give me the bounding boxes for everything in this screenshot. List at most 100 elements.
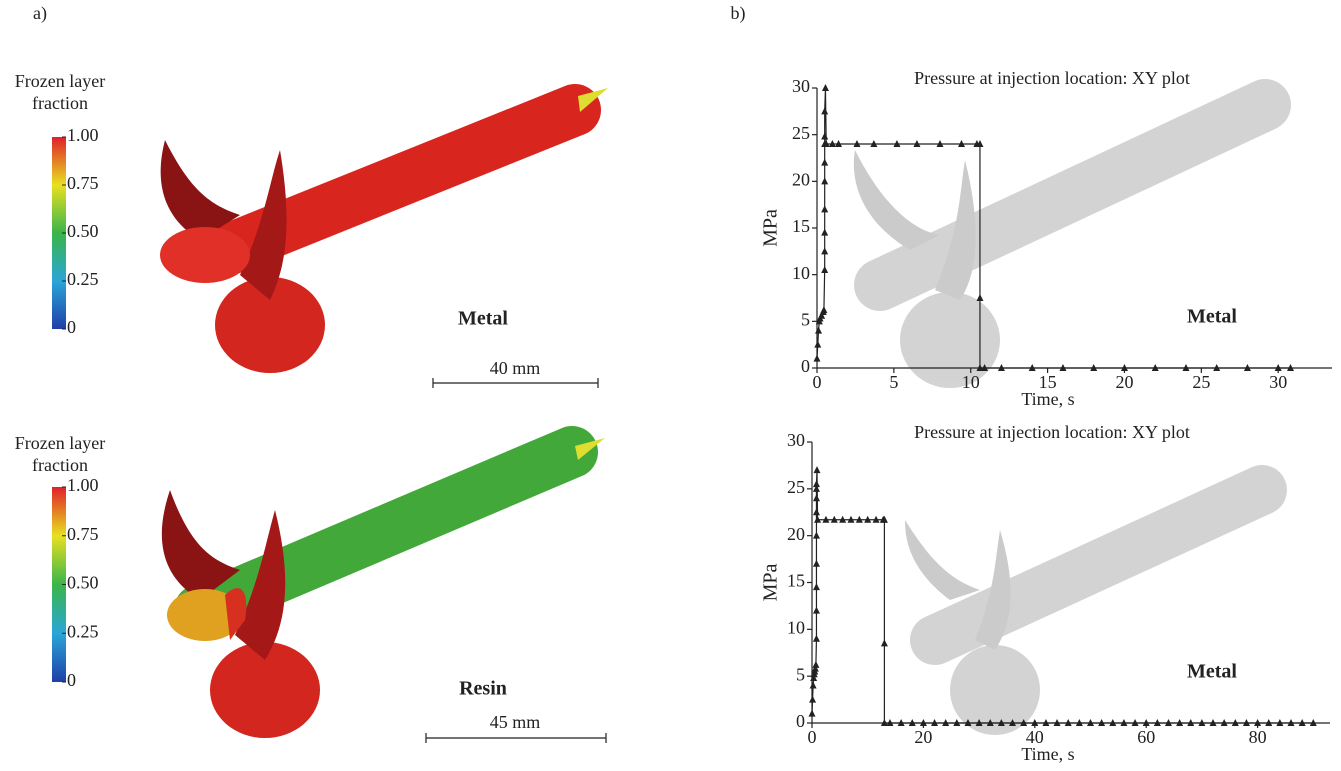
marker xyxy=(997,364,1005,371)
marker xyxy=(1059,364,1067,371)
colorbar-tick-label: 0.25 xyxy=(67,621,99,641)
colorbar-tick-label: 0.50 xyxy=(67,573,99,593)
colorbar-tick-label: 0.25 xyxy=(67,269,99,289)
marker xyxy=(821,107,829,115)
marker xyxy=(880,719,888,726)
propeller-render xyxy=(160,84,608,373)
marker xyxy=(830,515,838,523)
marker xyxy=(976,364,984,371)
x-axis-label: Time, s xyxy=(1021,744,1074,764)
marker xyxy=(1309,719,1317,726)
y-tick-label: 0 xyxy=(801,356,810,376)
colorbar-tick-label: 1.00 xyxy=(67,125,99,145)
marker xyxy=(880,515,888,523)
marker xyxy=(1213,364,1221,371)
marker xyxy=(847,515,855,523)
colorbar-tick-label: 0.75 xyxy=(67,524,99,544)
colorbar-tick-label: 0.75 xyxy=(67,173,99,193)
scale-bar-label: 40 mm xyxy=(490,358,541,378)
marker xyxy=(821,266,829,273)
marker xyxy=(1120,719,1128,726)
annotation: Metal xyxy=(1187,661,1237,683)
marker xyxy=(839,515,847,523)
material-label: Metal xyxy=(458,308,508,330)
marker xyxy=(812,606,820,614)
marker xyxy=(919,719,927,726)
marker xyxy=(812,494,820,502)
marker xyxy=(1198,719,1206,726)
x-tick-label: 5 xyxy=(889,372,898,392)
marker xyxy=(976,294,984,301)
marker xyxy=(1187,719,1195,726)
marker xyxy=(872,515,880,523)
marker xyxy=(870,140,878,147)
y-axis-label: MPa xyxy=(760,209,782,247)
marker xyxy=(1028,364,1036,371)
x-tick-label: 40 xyxy=(1026,727,1044,747)
marker xyxy=(814,340,822,348)
marker xyxy=(897,719,905,726)
marker xyxy=(1020,719,1028,726)
marker xyxy=(893,140,901,147)
marker xyxy=(812,484,820,492)
marker xyxy=(820,306,828,314)
marker xyxy=(1053,719,1061,726)
marker xyxy=(981,364,989,371)
x-tick-label: 0 xyxy=(813,372,822,392)
marker xyxy=(913,140,921,147)
marker xyxy=(821,84,829,91)
marker xyxy=(1009,719,1017,726)
x-tick-label: 10 xyxy=(962,372,980,392)
marker xyxy=(1031,719,1039,726)
chart-title: Pressure at injection location: XY plot xyxy=(914,422,1190,442)
marker xyxy=(1220,719,1228,726)
marker xyxy=(997,719,1005,726)
marker xyxy=(931,719,939,726)
x-tick-label: 30 xyxy=(1269,372,1287,392)
panel-label: a) xyxy=(33,3,47,24)
y-tick-label: 15 xyxy=(792,216,810,236)
colorbar-tick-label: 1.00 xyxy=(67,475,99,495)
marker xyxy=(880,639,888,647)
marker xyxy=(812,583,820,591)
marker xyxy=(812,508,820,516)
marker xyxy=(809,681,817,689)
marker xyxy=(936,140,944,147)
y-axis-label: MPa xyxy=(760,563,782,601)
marker xyxy=(812,660,820,668)
marker xyxy=(810,674,818,682)
y-tick-label: 30 xyxy=(787,430,805,450)
marker xyxy=(1276,719,1284,726)
marker xyxy=(1109,719,1117,726)
marker xyxy=(855,515,863,523)
marker xyxy=(813,354,821,362)
marker xyxy=(908,719,916,726)
y-tick-label: 15 xyxy=(787,571,805,591)
y-tick-label: 20 xyxy=(787,524,805,544)
marker xyxy=(811,664,819,672)
marker xyxy=(942,719,950,726)
colorbar-tick-label: 0.50 xyxy=(67,221,99,241)
marker xyxy=(1274,364,1282,371)
y-tick-label: 10 xyxy=(787,617,805,637)
marker xyxy=(886,719,894,726)
marker xyxy=(812,634,820,642)
propeller-render xyxy=(161,426,605,738)
marker xyxy=(1242,719,1250,726)
y-tick-label: 30 xyxy=(792,76,810,96)
panel-label: b) xyxy=(731,3,746,24)
propeller-ghost xyxy=(853,79,1291,388)
marker xyxy=(986,719,994,726)
marker xyxy=(1090,364,1098,371)
marker xyxy=(1231,719,1239,726)
colorbar-tick-label: 0 xyxy=(67,317,76,337)
marker xyxy=(1209,719,1217,726)
marker xyxy=(814,515,822,523)
y-tick-label: 0 xyxy=(796,711,805,731)
x-tick-label: 20 xyxy=(1115,372,1133,392)
marker xyxy=(864,515,872,523)
marker xyxy=(1176,719,1184,726)
marker xyxy=(1098,719,1106,726)
